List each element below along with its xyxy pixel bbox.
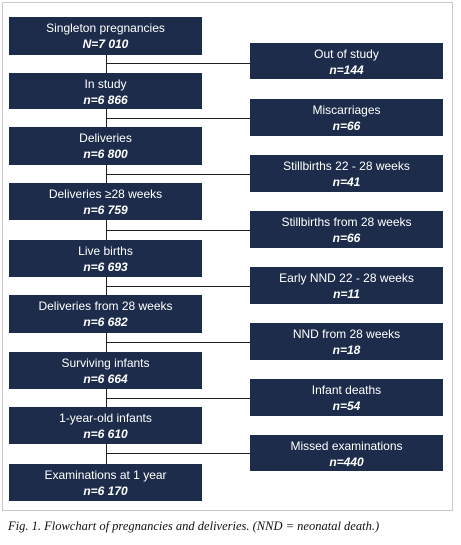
main-connector-8 [106,444,107,464]
exclusion-connector-2 [106,118,250,119]
step-deliveries-28-weeks: Deliveries ≥28 weeks n=6 759 [9,183,202,220]
step-live-births: Live births n=6 693 [9,240,202,277]
exclusion-label: Miscarriages [312,103,381,117]
step-label: Examinations at 1 year [44,468,167,482]
figure-frame [2,2,453,511]
exclusion-miscarriages: Miscarriages n=66 [250,99,443,136]
step-count: n=6 664 [83,372,128,386]
exclusion-connector-5 [106,286,250,287]
exclusion-connector-4 [106,230,250,231]
step-count: n=6 866 [83,93,128,107]
step-singleton-pregnancies: Singleton pregnancies N=7 010 [9,17,202,55]
step-examinations-at-1-year: Examinations at 1 year n=6 170 [9,464,202,501]
exclusion-count: n=11 [333,287,360,301]
exclusion-count: n=66 [332,119,361,133]
step-deliveries: Deliveries n=6 800 [9,127,202,165]
step-surviving-infants: Surviving infants n=6 664 [9,352,202,389]
step-label: Deliveries ≥28 weeks [48,187,163,201]
exclusion-count: n=41 [332,175,361,189]
step-count: n=6 759 [83,203,128,217]
figure-caption: Fig. 1. Flowchart of pregnancies and del… [8,519,380,533]
step-label: Live births [78,244,133,258]
exclusion-connector-7 [106,398,250,399]
step-count: n=6 610 [83,427,128,441]
exclusion-missed-examinations: Missed examinations n=440 [250,435,443,471]
exclusion-connector-8 [106,453,250,454]
exclusion-label: Early NND 22 - 28 weeks [279,271,414,285]
exclusion-label: Infant deaths [311,383,382,397]
exclusion-connector-1 [106,63,250,64]
exclusion-label: Stillbirths from 28 weeks [281,215,412,229]
exclusion-count: n=66 [332,231,361,245]
exclusion-count: n=54 [332,399,361,413]
step-count: n=6 682 [83,315,128,329]
step-count: n=6 170 [83,484,128,498]
exclusion-label: Stillbirths 22 - 28 weeks [283,159,410,173]
exclusion-label: Out of study [314,47,379,61]
exclusion-count: n=18 [332,343,361,357]
exclusion-nnd-from-28: NND from 28 weeks n=18 [250,323,443,360]
step-count: N=7 010 [82,37,129,51]
exclusion-count: n=440 [329,455,364,469]
step-deliveries-from-28-weeks: Deliveries from 28 weeks n=6 682 [9,295,202,333]
exclusion-out-of-study: Out of study n=144 [250,43,443,79]
exclusion-count: n=144 [329,63,364,77]
step-count: n=6 800 [83,147,128,161]
step-label: Deliveries [79,131,132,145]
exclusion-connector-6 [106,342,250,343]
step-label: Surviving infants [61,356,150,370]
exclusion-connector-3 [106,174,250,175]
step-label: 1-year-old infants [59,411,152,425]
main-connector-1 [106,55,107,73]
step-in-study: In study n=6 866 [9,73,202,109]
step-label: In study [84,77,127,91]
exclusion-infant-deaths: Infant deaths n=54 [250,379,443,416]
step-1-year-old-infants: 1-year-old infants n=6 610 [9,407,202,444]
exclusion-stillbirths-from-28: Stillbirths from 28 weeks n=66 [250,211,443,248]
step-label: Singleton pregnancies [46,21,165,35]
step-label: Deliveries from 28 weeks [38,299,173,313]
step-count: n=6 693 [83,260,128,274]
exclusion-label: Missed examinations [290,439,403,453]
exclusion-label: NND from 28 weeks [292,327,401,341]
exclusion-stillbirths-22-28: Stillbirths 22 - 28 weeks n=41 [250,155,443,192]
exclusion-early-nnd-22-28: Early NND 22 - 28 weeks n=11 [250,267,443,304]
